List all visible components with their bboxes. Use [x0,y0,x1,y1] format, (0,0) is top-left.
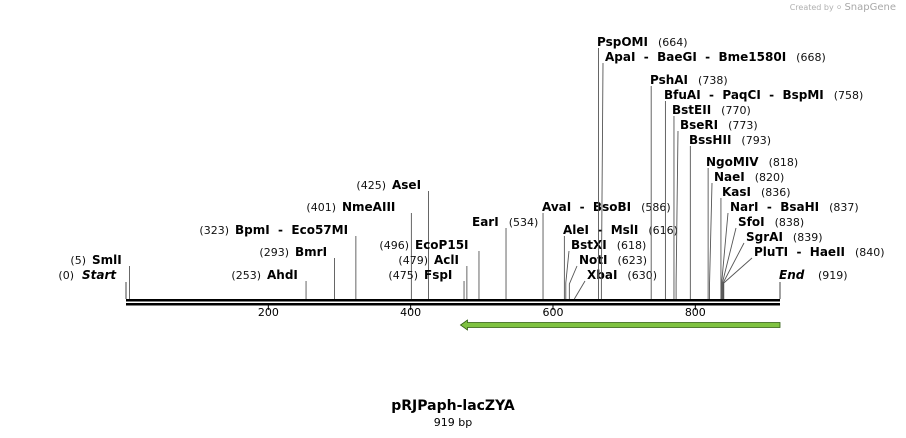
site-naei-leader [709,182,713,299]
site-sfoi-position: (838) [775,216,805,229]
site-bpmi-position: (323) [199,224,229,237]
site-noti-leader [568,265,578,299]
site-noti-label: NotI [579,253,608,267]
site-sfoi-label: SfoI [738,215,765,229]
site-bstxi-leader [565,250,570,299]
site-eari-position: (534) [509,216,539,229]
site-apai-label: ApaI - BaeGI - Bme1580I [605,50,786,64]
credit-prefix: Created by [789,3,834,12]
site-bfuai-label: BfuAI - PaqCI - BspMI [664,88,824,102]
site-fspi-label: FspI [424,268,452,282]
site-smli-position: (5) [70,254,86,267]
site-ngomiv-position: (818) [769,156,799,169]
site-bsshii-position: (793) [741,134,771,147]
site-bsshii-label: BssHII [689,133,731,147]
snapgene-credit: Created by ⚪ SnapGene [790,2,896,13]
site-ecop15i-label: EcoP15I [415,238,469,252]
site-sfoi-leader [721,227,737,299]
site-ngomiv-label: NgoMIV [706,155,759,169]
site-kasi-label: KasI [722,185,751,199]
site-naei-label: NaeI [714,170,745,184]
site-kasi-position: (836) [761,186,791,199]
site-avai-position: (586) [641,201,671,214]
site-bsteii-label: BstEII [672,103,711,117]
site-bpmi-label: BpmI - Eco57MI [235,223,348,237]
plasmid-name: pRJPaph-lacZYA [391,398,515,414]
scale-tick-label: 800 [685,306,706,319]
site-acli-label: AclI [434,253,459,267]
site-pshai-position: (738) [698,74,728,87]
site-bseri-position: (773) [728,119,758,132]
site-bmri-label: BmrI [295,245,327,259]
site-fspi-position: (475) [388,269,418,282]
site-acli-position: (479) [398,254,428,267]
site-sgrai-leader [722,242,745,299]
scale-tick-label: 600 [542,306,563,319]
site-pspomi-label: PspOMI [597,35,648,49]
site-bstxi-label: BstXI [571,238,607,252]
site-bseri-label: BseRI [680,118,718,132]
site-xbai-label: XbaI [587,268,617,282]
end-position-label: (919) [818,269,848,282]
site-pluti-label: PluTI - HaeII [754,245,845,259]
backbone-bottom [126,303,780,306]
site-pshai-label: PshAI [650,73,688,87]
site-ecop15i-position: (496) [379,239,409,252]
site-xbai-leader [573,280,586,300]
site-nari-leader [721,212,729,299]
feature-arrow [459,319,781,331]
site-bstxi-position: (618) [617,239,647,252]
site-nari-label: NarI - BsaHI [730,200,819,214]
site-noti-position: (623) [618,254,648,267]
site-asei-label: AseI [392,178,421,192]
start-position-label: (0) [58,269,74,282]
site-avai-label: AvaI - BsoBI [542,200,631,214]
site-apai-position: (668) [796,51,826,64]
site-apai-leader [600,62,604,299]
site-nari-position: (837) [829,201,859,214]
site-ahdi-label: AhdI [267,268,298,282]
site-bfuai-position: (758) [834,89,864,102]
site-nmeaiii-position: (401) [306,201,336,214]
scale-tick-label: 400 [400,306,421,319]
site-ahdi-position: (253) [231,269,261,282]
plasmid-size: 919 bp [433,416,473,429]
site-bsteii-position: (770) [721,104,751,117]
site-asei-position: (425) [356,179,386,192]
site-pluti-leader [723,257,753,299]
end-label: End [779,268,805,282]
site-eari-label: EarI [472,215,499,229]
site-bmri-position: (293) [259,246,289,259]
site-pluti-position: (840) [855,246,885,259]
site-sgrai-position: (839) [793,231,823,244]
site-naei-position: (820) [755,171,785,184]
site-bseri-leader [675,130,679,299]
start-label: Start [82,268,117,282]
site-alei-position: (616) [648,224,678,237]
site-sgrai-label: SgrAI [746,230,783,244]
snapgene-logo-icon: ⚪ [835,3,843,12]
site-pspomi-position: (664) [658,36,688,49]
site-nmeaiii-label: NmeAIII [342,200,395,214]
site-alei-label: AleI - MslI [563,223,638,237]
scale-tick-label: 200 [258,306,279,319]
backbone-top [126,299,780,302]
credit-brand: SnapGene [844,2,896,13]
site-smli-label: SmlI [92,253,122,267]
site-xbai-position: (630) [627,269,657,282]
